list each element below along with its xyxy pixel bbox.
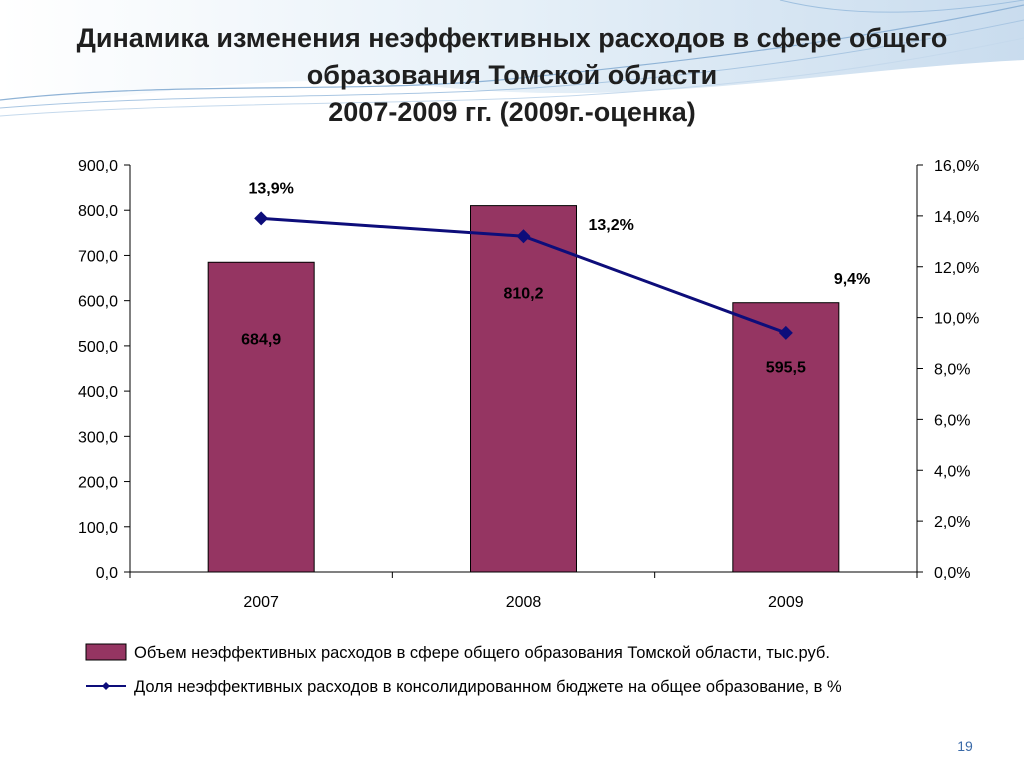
line-data-label: 9,4% bbox=[834, 271, 870, 288]
y-left-tick-label: 700,0 bbox=[78, 248, 118, 265]
page-number: 19 bbox=[957, 738, 973, 754]
y-left-tick-label: 0,0 bbox=[96, 565, 118, 582]
y-left-tick-label: 200,0 bbox=[78, 475, 118, 492]
line-data-label: 13,2% bbox=[589, 217, 634, 234]
y-right-tick-label: 8,0% bbox=[934, 362, 970, 379]
y-left-tick-label: 900,0 bbox=[78, 158, 118, 175]
y-right-tick-label: 0,0% bbox=[934, 565, 970, 582]
y-right-tick-label: 6,0% bbox=[934, 412, 970, 429]
y-left-tick-label: 100,0 bbox=[78, 520, 118, 537]
y-left-tick-label: 500,0 bbox=[78, 339, 118, 356]
y-right-tick-label: 2,0% bbox=[934, 514, 970, 531]
line-point-2008 bbox=[516, 229, 531, 244]
y-right-tick-label: 4,0% bbox=[934, 463, 970, 480]
bar-2009 bbox=[732, 302, 840, 573]
y-right-tick-label: 16,0% bbox=[934, 158, 979, 175]
legend-line-marker bbox=[102, 682, 110, 690]
y-left-tick-label: 800,0 bbox=[78, 203, 118, 220]
x-tick-label: 2008 bbox=[506, 594, 542, 611]
y-left-tick-label: 600,0 bbox=[78, 294, 118, 311]
line-point-2009 bbox=[778, 325, 793, 340]
legend-bar-swatch bbox=[85, 643, 127, 661]
y-left-tick-label: 400,0 bbox=[78, 384, 118, 401]
bar-2008 bbox=[470, 205, 577, 573]
bar-data-label: 810,2 bbox=[503, 286, 543, 303]
slide-title-line-3: 2007-2009 гг. (2009г.-оценка) bbox=[328, 97, 696, 127]
slide-title: Динамика изменения неэффективных расходо… bbox=[0, 20, 1024, 131]
y-right-tick-label: 14,0% bbox=[934, 209, 979, 226]
y-right-tick-label: 10,0% bbox=[934, 311, 979, 328]
y-left-tick-label: 300,0 bbox=[78, 429, 118, 446]
line-point-2007 bbox=[254, 211, 269, 226]
bar-data-label: 684,9 bbox=[241, 331, 281, 348]
y-right-tick-label: 12,0% bbox=[934, 260, 979, 277]
slide-title-line-2: образования Томской области bbox=[306, 60, 718, 90]
bar-2007 bbox=[207, 261, 315, 573]
line-data-label: 13,9% bbox=[248, 180, 293, 197]
legend-bar-label: Объем неэффективных расходов в сфере общ… bbox=[134, 644, 830, 662]
bar-data-label: 595,5 bbox=[766, 360, 806, 377]
x-tick-label: 2009 bbox=[768, 594, 804, 611]
slide-title-line-1: Динамика изменения неэффективных расходо… bbox=[76, 23, 948, 53]
x-tick-label: 2007 bbox=[243, 594, 279, 611]
legend-line-label: Доля неэффективных расходов в консолидир… bbox=[134, 678, 842, 696]
